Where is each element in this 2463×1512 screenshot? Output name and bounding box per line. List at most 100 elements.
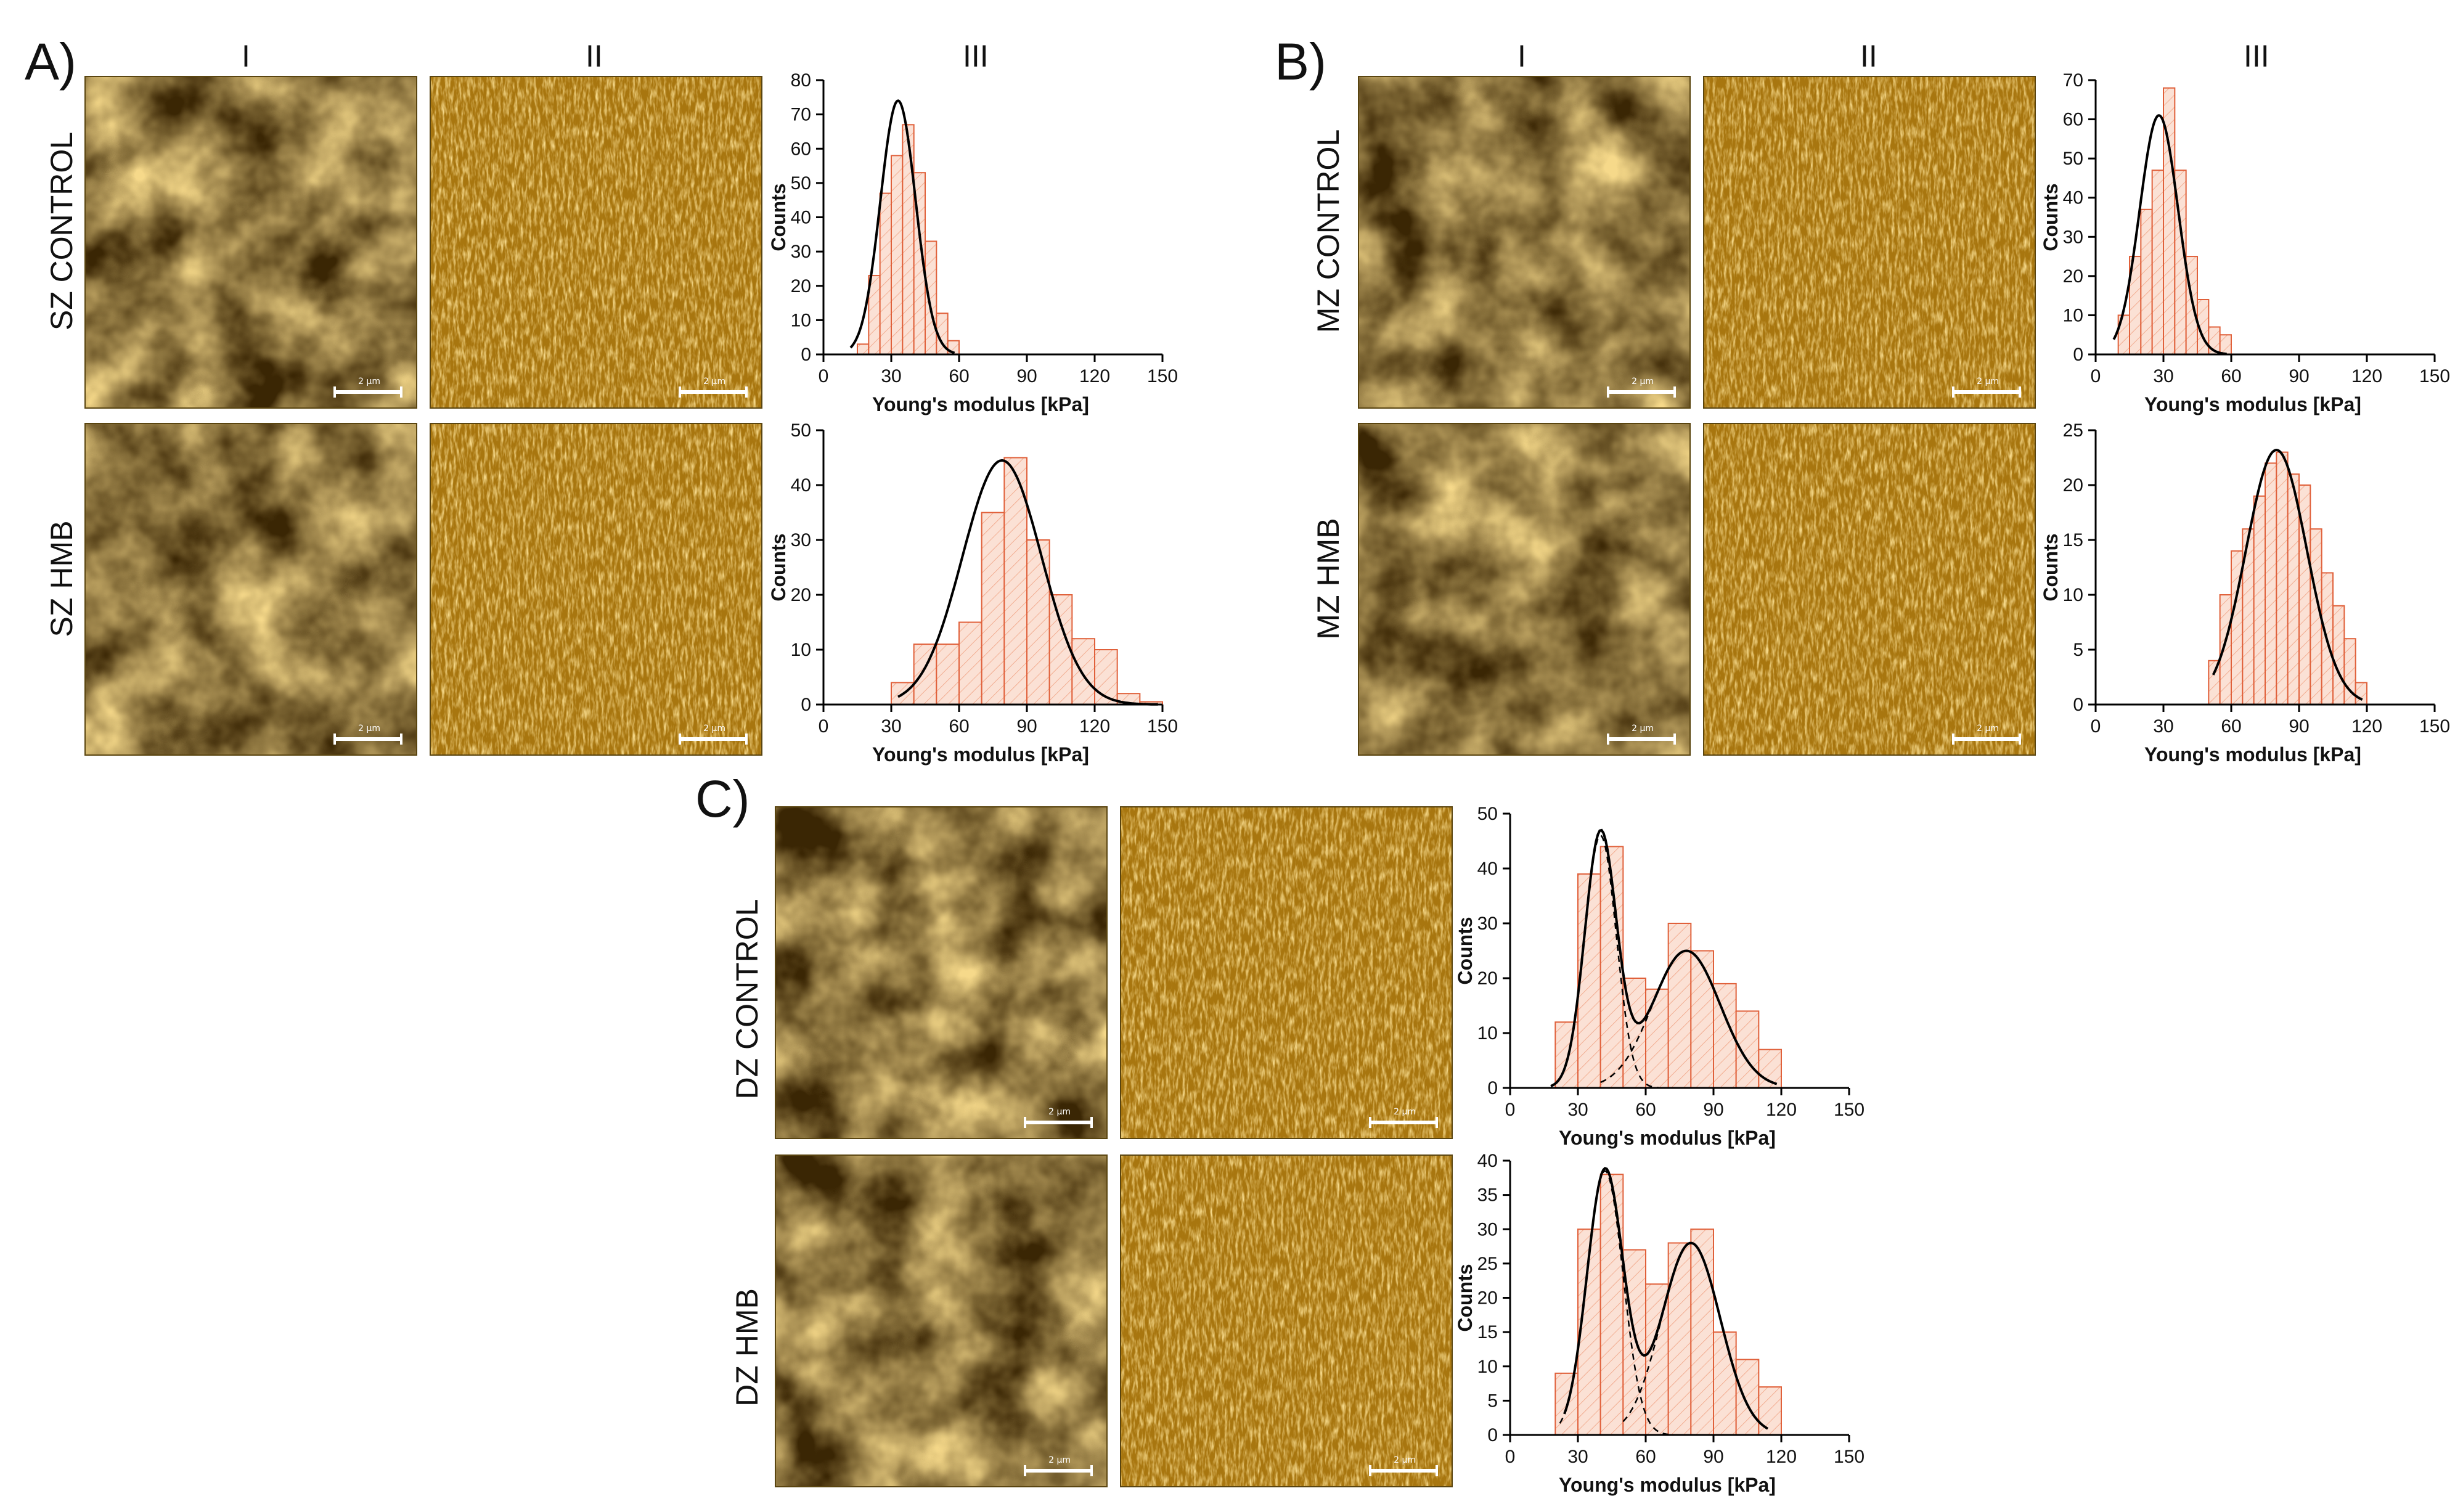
y-axis-label: Counts [2040, 533, 2062, 601]
x-tick-label: 120 [1766, 1100, 1797, 1120]
histogram-bar [2219, 594, 2232, 705]
histogram-bar [1735, 1359, 1760, 1436]
histogram-bar [2253, 495, 2266, 706]
histogram-dz-hmb: 0 30 60 90 120 150 0 5 10 15 20 25 30 35 40 Young's mod… [1454, 1151, 1865, 1496]
y-tick-label: 10 [2063, 305, 2083, 325]
histogram-bar [1003, 457, 1028, 705]
histogram-bar [1622, 1249, 1647, 1436]
y-tick-label: 20 [791, 276, 811, 296]
x-tick-label: 90 [2289, 366, 2309, 386]
y-axis-label: Counts [2040, 183, 2062, 251]
scale-bar-label: 2 µm [703, 724, 725, 734]
x-tick-label: 120 [1079, 366, 1110, 386]
y-tick-label: 50 [1477, 804, 1498, 824]
row-label-sz-control: SZ CONTROL [44, 131, 79, 331]
scale-bar-label: 2 µm [1977, 377, 1999, 386]
scale-bar-label: 2 µm [1632, 377, 1654, 386]
y-tick-label: 30 [791, 530, 811, 550]
gaussian-component-curve [1554, 835, 1660, 1089]
x-tick-label: 120 [1766, 1447, 1797, 1467]
x-tick-label: 30 [881, 366, 901, 386]
panel-letter-a: A) [25, 33, 76, 91]
gaussian-component-curve [1600, 950, 1778, 1085]
row-label-mz-hmb: MZ HMB [1311, 518, 1346, 640]
histogram-sz-hmb: 0 30 60 90 120 150 0 10 20 30 40 50 Young's modulus … [767, 420, 1178, 766]
scale-bar [333, 734, 402, 745]
scale-bar-label: 2 µm [358, 377, 380, 386]
x-tick-label: 60 [2221, 366, 2241, 386]
histogram-bar [902, 124, 915, 355]
afm-deflection-image: 2 µm [1703, 76, 2036, 409]
gaussian-component-curve [1622, 1242, 1768, 1429]
y-tick-label: 0 [1487, 1425, 1498, 1445]
histogram-bar [1758, 1048, 1783, 1089]
scale-bar-label: 2 µm [1632, 724, 1654, 734]
x-tick-label: 60 [1635, 1100, 1656, 1120]
afm-deflection-image: 2 µm [1120, 806, 1453, 1139]
column-header-b-iii: III [2244, 39, 2269, 73]
column-header-a-ii: II [586, 39, 603, 73]
y-tick-label: 15 [2063, 530, 2083, 550]
histogram-bar [2265, 462, 2277, 706]
histogram-bar [857, 343, 870, 355]
histogram-bar [981, 512, 1005, 705]
y-tick-label: 30 [791, 242, 811, 262]
afm-deflection-image: 2 µm [1703, 423, 2036, 756]
histogram-bar [1667, 1242, 1692, 1436]
gaussian-fit-curve [849, 99, 955, 354]
scale-bar [679, 734, 748, 745]
histogram-bar [879, 192, 892, 355]
y-tick-label: 0 [801, 695, 811, 715]
y-tick-label: 20 [2063, 266, 2083, 287]
x-tick-label: 150 [1147, 716, 1178, 737]
x-tick-label: 60 [949, 366, 969, 386]
y-tick-label: 50 [791, 173, 811, 194]
x-tick-label: 0 [1505, 1447, 1516, 1467]
y-tick-label: 30 [1477, 1219, 1498, 1240]
y-tick-label: 50 [791, 420, 811, 441]
x-tick-label: 150 [1834, 1100, 1865, 1120]
x-tick-label: 60 [2221, 716, 2241, 737]
scale-bar-label: 2 µm [703, 377, 725, 386]
gaussian-fit-curve [2112, 114, 2227, 356]
y-tick-label: 0 [2073, 695, 2083, 715]
column-header-a-iii: III [963, 39, 989, 73]
histogram-bar [925, 240, 937, 355]
y-tick-label: 5 [1487, 1391, 1498, 1411]
scale-bar [1952, 734, 2021, 745]
x-tick-label: 90 [1703, 1447, 1723, 1467]
x-tick-label: 60 [1635, 1447, 1656, 1467]
scale-bar-label: 2 µm [1394, 1455, 1416, 1465]
histogram-bar [1667, 923, 1692, 1089]
histogram-bar [958, 621, 982, 705]
afm-deflection-image: 2 µm [430, 76, 762, 409]
x-tick-label: 0 [2091, 366, 2101, 386]
x-tick-label: 120 [1079, 716, 1110, 737]
panel-letter-b: B) [1275, 33, 1326, 91]
afm-deflection-image: 2 µm [1120, 1154, 1453, 1487]
y-axis-label: Counts [767, 533, 790, 601]
y-tick-label: 70 [791, 105, 811, 125]
x-tick-label: 30 [2153, 366, 2173, 386]
afm-height-image: 2 µm [84, 76, 417, 409]
column-header-b-ii: II [1860, 39, 1877, 73]
histogram-bar [1645, 988, 1669, 1089]
y-tick-label: 35 [1477, 1185, 1498, 1206]
afm-height-image: 2 µm [1358, 76, 1691, 409]
histogram-bar [1554, 1021, 1579, 1089]
gaussian-fit-curve [2212, 448, 2363, 701]
y-tick-label: 70 [2063, 70, 2083, 91]
x-tick-label: 0 [819, 716, 829, 737]
x-tick-label: 150 [1147, 366, 1178, 386]
x-tick-label: 120 [2351, 366, 2382, 386]
y-tick-label: 20 [791, 585, 811, 605]
histogram-bar [2219, 334, 2232, 356]
x-axis-label: Young's modulus [kPa] [872, 743, 1089, 766]
gaussian-fit-curve [1563, 1166, 1769, 1430]
y-axis-label: Counts [1454, 917, 1476, 984]
x-axis-label: Young's modulus [kPa] [1559, 1127, 1776, 1149]
histogram-bar [1690, 1228, 1715, 1436]
scale-bar [1952, 386, 2021, 398]
y-tick-label: 10 [791, 310, 811, 330]
x-tick-label: 30 [1567, 1100, 1588, 1120]
